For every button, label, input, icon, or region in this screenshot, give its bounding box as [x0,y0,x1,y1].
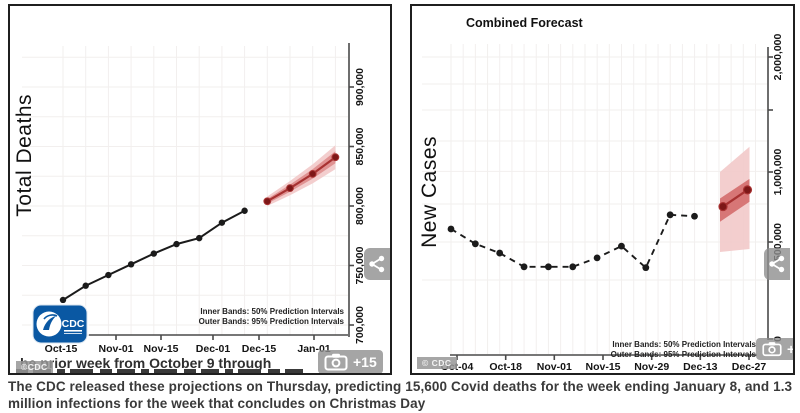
right-legend-inner-bands: Inner Bands: 50% Prediction Intervals [612,340,756,349]
tick-label: 900,000 [354,68,366,106]
left-chart-image[interactable]: Oct-15 Nov-01 Nov-15 Dec-01 Dec-15 Jan-01 700,… [8,4,392,375]
observed-point [471,240,479,248]
tick-label: Nov-15 [143,343,178,355]
photo-count-left: +15 [353,354,377,370]
observed-point [691,212,698,220]
tick-label: Nov-01 [537,361,572,373]
share-button-left[interactable] [364,248,390,280]
observed-point [520,263,528,271]
image-caption: The CDC released these projections on Th… [8,378,794,412]
observed-point [666,211,674,219]
forecast-point [263,197,272,206]
left-y-axis-label: Total Deaths [13,94,36,217]
observed-point [196,234,203,242]
share-button-right[interactable] [764,248,790,280]
camera-icon [324,353,348,371]
forecast-point [742,185,753,195]
forecast-cases-line [722,188,749,208]
forecast-point [308,169,317,178]
tick-label: 2,000,000 [772,33,784,80]
tick-label: Dec-27 [732,361,767,373]
tick-label: 850,000 [354,127,366,165]
total-deaths-chart: Oct-15 Nov-01 Nov-15 Dec-01 Dec-15 Jan-01700,… [22,43,366,355]
observed-point [127,261,135,268]
tick-label: Oct-18 [489,361,522,373]
cropped-text-line-remnant [16,369,308,373]
forecast-deaths-line [266,156,337,203]
caption-line-2: million infections for the week that con… [8,396,426,411]
observed-point [218,219,226,226]
observed-cases-line [450,213,695,270]
tick-label: Nov-29 [634,361,669,373]
share-icon [769,255,785,273]
tick-label: Nov-15 [585,361,620,373]
observed-point [545,263,552,271]
observed-point [496,249,504,257]
observed-point [173,240,180,248]
photo-count-badge-right[interactable]: +15 [756,338,795,360]
tick-label: Oct-15 [45,343,78,355]
tick-label: 1,000,000 [772,148,784,195]
observed-point [59,296,67,304]
observed-point [241,207,248,214]
prediction-band [720,178,750,222]
gridlines [22,46,348,335]
observed-point [105,271,112,279]
gridlines [422,44,767,354]
right-chart-image[interactable]: Oct-04 Oct-18 Nov-01 Nov-15 Nov-29 Dec-13 Dec-… [410,4,795,375]
left-cropped-caption-text: he prior week from October 9 through [20,355,272,371]
right-y-axis-label: New Cases [418,136,441,248]
left-legend: Inner Bands: 50% Prediction Intervals Ou… [199,307,344,327]
left-legend-inner-bands: Inner Bands: 50% Prediction Intervals [200,307,344,316]
share-icon [369,255,385,273]
tick-label: Dec-13 [683,361,718,373]
observed-point [642,264,650,272]
forecast-point [331,153,340,162]
forecast-point [718,201,728,212]
right-legend: Inner Bands: 50% Prediction Intervals Ou… [611,340,756,360]
camera-icon [762,342,782,357]
tick-label: Dec-01 [196,343,231,355]
tick-label: 800,000 [354,187,366,225]
tick-label: 700,000 [354,306,366,344]
observed-point [150,250,157,257]
caption-line-1: The CDC released these projections on Th… [8,379,793,394]
right-chart-title: Combined Forecast [466,16,583,30]
forecast-point [286,184,294,193]
cdc-logo: CDC [31,303,89,345]
tick-label: 750,000 [354,246,366,284]
photo-count-badge-left[interactable]: +15 [318,350,383,373]
tick-label: Dec-15 [242,343,277,355]
observed-point [82,282,89,289]
new-cases-chart: Oct-04 Oct-18 Nov-01 Nov-15 Nov-29 Dec-13 Dec-… [422,33,784,373]
observed-point [569,263,577,271]
observed-point [447,225,455,233]
left-cdc-watermark: ©CDC [16,361,53,373]
tick-label: Nov-01 [98,343,133,355]
right-legend-outer-bands: Outer Bands: 95% Prediction Intervals [610,350,756,359]
left-legend-outer-bands: Outer Bands: 95% Prediction Intervals [198,317,344,326]
right-cdc-watermark: © CDC [417,357,457,369]
cdc-logo-text: CDC [62,318,85,330]
observed-point [618,242,625,250]
observed-point [593,254,601,262]
photo-count-right: +15 [787,341,795,357]
